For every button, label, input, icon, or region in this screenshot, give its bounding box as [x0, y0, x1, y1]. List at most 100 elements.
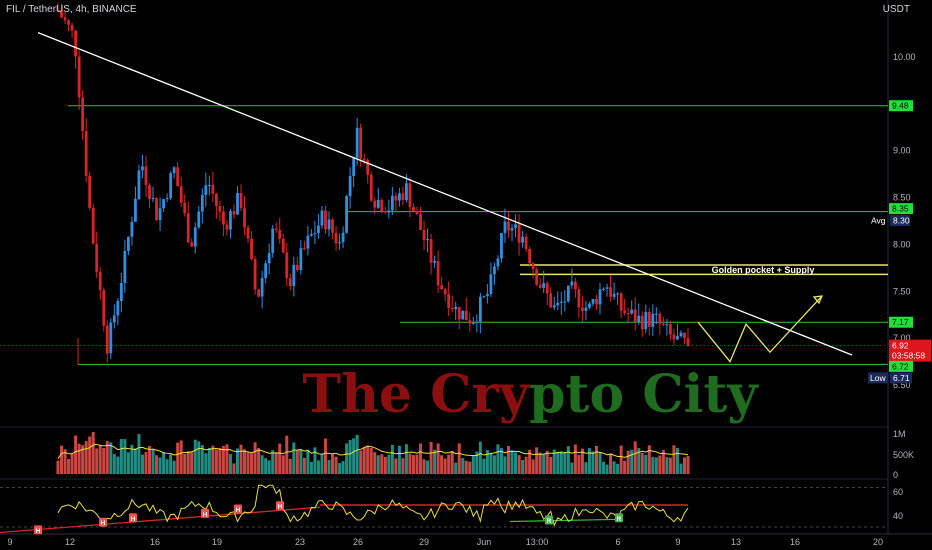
currency-label: USDT: [882, 4, 910, 15]
volume-bar: [563, 451, 567, 474]
volume-bar: [605, 464, 609, 474]
volume-bar: [221, 445, 225, 474]
trend-line[interactable]: [37, 32, 853, 356]
candle-body: [436, 260, 440, 286]
rsi-bear-marker[interactable]: [276, 501, 284, 511]
candle-body: [338, 242, 341, 244]
level-672-badge[interactable]: [889, 360, 913, 372]
volume-bar: [559, 451, 563, 474]
volume-bar: [232, 463, 236, 474]
volume-bar: [485, 449, 489, 474]
volume-bar: [327, 460, 331, 474]
candle-body: [591, 299, 595, 304]
candle-body: [292, 264, 296, 287]
price-tick-label: 9.00: [893, 146, 911, 156]
candle-body: [489, 274, 493, 295]
rsi-bull-marker[interactable]: [615, 513, 623, 523]
volume-bar: [158, 457, 162, 474]
volume-bar: [507, 445, 511, 474]
candle-body: [598, 289, 602, 305]
rsi-bear-marker[interactable]: [99, 517, 107, 527]
volume-bar: [316, 460, 320, 474]
candle-body: [253, 259, 257, 290]
volume-tick-label: 500K: [893, 450, 914, 460]
rsi-bear-marker[interactable]: [234, 504, 242, 514]
candle-body: [56, 10, 60, 12]
volume-bar: [105, 440, 109, 474]
candle-body: [109, 322, 113, 354]
candle-body: [450, 308, 454, 310]
candle-body: [595, 299, 598, 305]
volume-bar: [552, 449, 556, 474]
volume-bar: [447, 454, 451, 474]
level-717-badge[interactable]: [889, 316, 913, 328]
candle-body: [538, 284, 542, 288]
volume-bar: [211, 445, 215, 474]
projection-line[interactable]: [697, 295, 823, 363]
volume-ma-line: [57, 443, 689, 459]
volume-bar: [661, 450, 665, 474]
candle-body: [88, 175, 92, 208]
candle-body: [686, 338, 690, 346]
candle-body: [77, 56, 81, 98]
volume-bar: [612, 461, 616, 474]
level-835-badge[interactable]: [889, 203, 913, 215]
candle-body: [144, 166, 148, 186]
volume-bar: [566, 446, 570, 474]
candle-body: [503, 221, 507, 233]
volume-bar: [176, 442, 180, 474]
time-axis[interactable]: 9 12 16 19 23 26 29 Jun 13:00 6 9 13 16 20: [7, 537, 883, 547]
rsi-bear-marker[interactable]: [201, 508, 209, 518]
candle-body: [390, 195, 394, 211]
time-tick-label: 12: [65, 537, 75, 547]
avg-badge[interactable]: [890, 215, 910, 227]
volume-bar: [77, 443, 81, 474]
candle-body: [373, 200, 377, 208]
volume-bar: [464, 460, 468, 474]
rsi-bear-marker[interactable]: [129, 513, 137, 523]
projection-path[interactable]: [697, 295, 824, 363]
candle-body: [383, 211, 387, 213]
volume-bar: [183, 453, 187, 474]
candle-body: [327, 219, 331, 230]
candle-body: [172, 167, 176, 174]
candle-body: [471, 323, 475, 325]
candle-body: [577, 289, 581, 308]
volume-bar: [88, 436, 92, 474]
candle-body: [176, 167, 180, 187]
price-axis[interactable]: 10.009.509.008.508.007.507.006.501M500K0…: [893, 52, 916, 521]
candle-body: [179, 186, 183, 203]
candle-body: [162, 199, 165, 209]
descending-trendline[interactable]: [37, 32, 853, 356]
volume-bar: [387, 454, 391, 474]
candle-body: [302, 248, 306, 250]
golden-pocket-label: Golden pocket + Supply: [712, 265, 815, 275]
last-price-badge[interactable]: [889, 339, 931, 362]
candle-body: [665, 324, 669, 326]
candle-body: [573, 281, 577, 290]
candle-body: [306, 235, 310, 249]
low-badge[interactable]: [890, 372, 912, 384]
rsi-bull-marker[interactable]: [545, 515, 553, 525]
candle-body: [214, 193, 218, 206]
volume-bar: [225, 444, 229, 474]
candle-body: [387, 210, 391, 213]
candle-body: [67, 20, 70, 25]
candle-body: [552, 305, 556, 308]
volume-bar: [190, 452, 194, 474]
volume-bar: [443, 458, 447, 474]
time-tick-label: 13:00: [526, 537, 549, 547]
volume-bar: [450, 451, 454, 474]
price-tick-label: 8.50: [893, 193, 911, 203]
rsi-bear-marker[interactable]: [34, 525, 42, 535]
volume-bar: [218, 448, 222, 474]
level-948-badge[interactable]: [889, 100, 913, 112]
candle-body: [239, 192, 243, 209]
volume-bar: [84, 441, 88, 474]
candle-body: [74, 30, 77, 57]
candle-body: [408, 183, 412, 208]
rsi-marker-label: H: [101, 520, 106, 527]
candle-body: [317, 225, 320, 233]
volume-bar: [109, 442, 113, 474]
